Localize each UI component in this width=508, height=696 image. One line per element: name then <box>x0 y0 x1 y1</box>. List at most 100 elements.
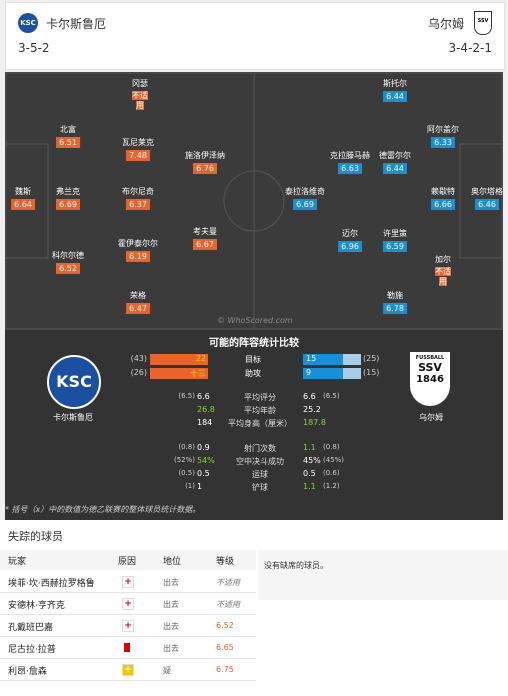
player-name[interactable]: 尼古拉·拉普 <box>8 645 56 655</box>
missing-section: 失踪的球员 没有缺席的球员。 玩家 原因 地位 等级 埃菲·坎·西赫拉罗格鲁 + 出去 不适用… <box>0 520 508 696</box>
away-name[interactable]: 乌尔姆 <box>427 17 464 31</box>
home-stat: 26.8 <box>197 405 215 414</box>
footnote: * 括号（x）中的数值为德乙联赛的整体球员统计数据。 <box>5 505 201 514</box>
player-name[interactable]: 奥尔塔格 <box>471 187 503 196</box>
player-name[interactable]: 冈瑟 <box>132 79 148 88</box>
player-name[interactable]: 许里策 <box>383 229 407 238</box>
player: 施洛伊泽纳 6.76 <box>185 150 225 174</box>
player: 泰拉洛维奇 6.69 <box>285 186 325 210</box>
player-rating: 不适用 <box>131 91 149 111</box>
player-name[interactable]: 霍伊泰尔尔 <box>118 239 158 248</box>
bar <box>303 368 344 379</box>
player: 克拉滕马赫 6.63 <box>330 150 370 174</box>
rating-text: 不适用 <box>435 267 451 286</box>
home-stat: 6.6 <box>197 392 210 401</box>
player-rating: 6.78 <box>383 303 407 314</box>
home-league: (26) <box>130 368 147 377</box>
away-stat: 6.6 <box>303 392 316 401</box>
bar <box>150 368 208 379</box>
player-name[interactable]: 荣格 <box>130 291 146 300</box>
player-rating: 6.44 <box>383 163 407 174</box>
home-name: 卡尔斯鲁厄 <box>53 413 93 422</box>
player-rating: 6.46 <box>475 199 499 210</box>
home-logo-large: KSC <box>47 355 101 409</box>
bar-value: 15 <box>306 354 317 363</box>
player-name[interactable]: 勒施 <box>387 291 403 300</box>
player-name[interactable]: 科尔尔德 <box>52 251 84 260</box>
rating: 不适用 <box>216 600 240 609</box>
table-header-bg <box>0 550 256 570</box>
player-name[interactable]: 克拉滕马赫 <box>330 151 370 160</box>
player: 勒施 6.78 <box>383 290 407 314</box>
player-rating: 6.67 <box>193 239 217 250</box>
player-rating: 6.19 <box>126 251 150 262</box>
stat-label: 铲球 <box>252 483 268 492</box>
pitch-lines <box>5 72 503 330</box>
player-name[interactable]: 迈尔 <box>342 229 358 238</box>
comparison-title: 可能的阵容统计比较 <box>209 338 299 349</box>
player-name[interactable]: 魏斯 <box>15 187 31 196</box>
bar-value: 9 <box>306 368 312 377</box>
player-rating: 6.52 <box>56 263 80 274</box>
player: 瓦尼莱克 7.48 <box>122 137 154 161</box>
player-name[interactable]: 北富 <box>60 125 76 134</box>
player-name[interactable]: 瓦尼莱克 <box>122 138 154 147</box>
player: 赖歇特 6.66 <box>431 186 455 210</box>
away-league: (15) <box>363 368 380 377</box>
player-rating: 6.69 <box>56 199 80 210</box>
player-name[interactable]: 安德林·亨齐克 <box>8 601 65 611</box>
player-name[interactable]: 斯托尔 <box>383 79 407 88</box>
away-name: 乌尔姆 <box>419 413 443 422</box>
stat-label: 运球 <box>252 470 268 479</box>
player: 荣格 6.47 <box>126 290 150 314</box>
column-header: 玩家 <box>8 557 27 567</box>
player-name[interactable]: 加尔 <box>435 255 451 264</box>
home-stat: 0.5 <box>197 469 210 478</box>
bar <box>303 354 343 365</box>
injury-icon: + <box>122 598 134 610</box>
rating: 不适用 <box>216 578 240 587</box>
away-league: (0.6) <box>323 469 340 477</box>
away-logo-large: FUSSBALL SSV 1846 <box>410 352 450 406</box>
player-name[interactable]: 施洛伊泽纳 <box>185 151 225 160</box>
status: 疑 <box>163 666 171 675</box>
away-league: (0.8) <box>323 443 340 451</box>
away-missing <box>258 550 508 600</box>
home-league: (0.5) <box>178 469 195 477</box>
player-name[interactable]: 考夫曼 <box>193 227 217 236</box>
player-name[interactable]: 弗兰克 <box>56 187 80 196</box>
status: 出去 <box>163 644 179 653</box>
bar-value: 十三 <box>190 369 206 378</box>
player-name[interactable]: 布尔尼奇 <box>122 187 154 196</box>
player-name[interactable]: 泰拉洛维奇 <box>285 187 325 196</box>
player-name[interactable]: 赖歇特 <box>431 187 455 196</box>
player-rating: 6.37 <box>126 199 150 210</box>
player-rating: 6.66 <box>431 199 455 210</box>
player: 科尔尔德 6.52 <box>52 250 84 274</box>
player-name[interactable]: 阿尔盖尔 <box>427 125 459 134</box>
home-logo: KSC <box>18 13 38 33</box>
red-card-icon <box>124 643 130 652</box>
away-league: (1.2) <box>323 482 340 490</box>
home-league: (52%) <box>173 456 195 464</box>
away-league: (25) <box>363 354 380 363</box>
player-rating: 7.48 <box>126 150 150 161</box>
home-name[interactable]: 卡尔斯鲁厄 <box>46 17 107 31</box>
player: 加尔 不适用 <box>434 254 452 287</box>
row-divider <box>0 636 256 637</box>
home-stat: 54% <box>197 456 215 465</box>
player-rating: 6.69 <box>293 199 317 210</box>
column-header: 原因 <box>118 557 137 567</box>
bar-value: 22 <box>195 354 206 363</box>
player-name[interactable]: 埃菲·坎·西赫拉罗格鲁 <box>8 579 95 589</box>
home-league: (1) <box>185 482 195 490</box>
header: KSC 卡尔斯鲁厄 3-5-2 乌尔姆 SSV 3-4-2-1 <box>5 2 505 70</box>
player-name[interactable]: 孔戴班巴嘉 <box>8 623 54 633</box>
player-name[interactable]: 德雷尔尔 <box>379 151 411 160</box>
row-divider <box>0 614 256 615</box>
player: 阿尔盖尔 6.33 <box>427 124 459 148</box>
status: 出去 <box>163 578 179 587</box>
player: 奥尔塔格 6.46 <box>471 186 503 210</box>
player-name[interactable]: 利昂·詹森 <box>8 667 47 677</box>
